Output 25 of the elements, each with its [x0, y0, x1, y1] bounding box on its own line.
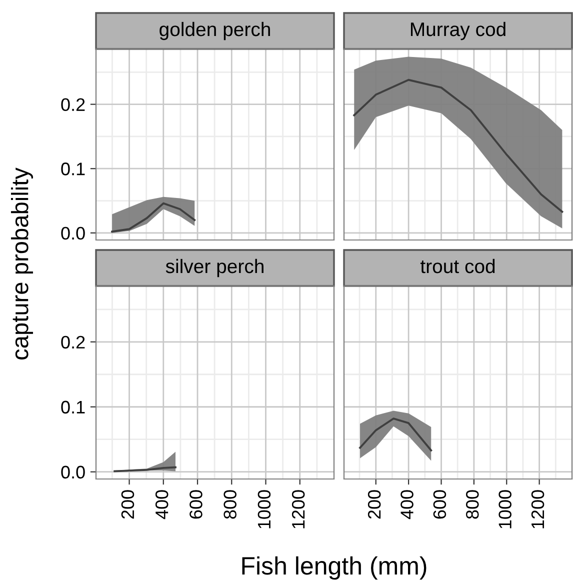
x-tick-label: 800 [466, 490, 479, 519]
chart-title: golden perch [160, 22, 270, 40]
x-tick-label: 600 [433, 490, 446, 519]
y-tick-label: 0.2 [61, 98, 85, 112]
x-tick-label: 400 [400, 490, 414, 520]
x-tick-label: 200 [121, 490, 134, 519]
y-tick-label: 0.0 [61, 226, 85, 240]
x-tick-label: 800 [224, 490, 236, 519]
chart-title: silver perch [166, 258, 264, 278]
y-tick-label: 0.1 [61, 162, 85, 176]
chart-title: Murray cod [410, 22, 506, 40]
y-axis-title: capture probability [10, 168, 34, 360]
chart-title: trout cod [420, 258, 495, 274]
x-tick-label: 1200 [292, 490, 305, 528]
y-tick-label: 0.0 [61, 466, 85, 479]
x-tick-label: 1200 [531, 490, 544, 528]
y-tick-label: 0.2 [61, 336, 85, 349]
line-series [111, 202, 196, 233]
y-tick-label: 0.1 [61, 400, 85, 414]
x-tick-label: 1000 [258, 490, 271, 528]
x-axis-title: Fish length (mm) [242, 556, 426, 580]
x-tick-label: 200 [368, 490, 381, 519]
x-tick-label: 1000 [498, 490, 512, 528]
x-tick-label: 600 [190, 490, 202, 519]
x-tick-label: 400 [155, 490, 168, 520]
